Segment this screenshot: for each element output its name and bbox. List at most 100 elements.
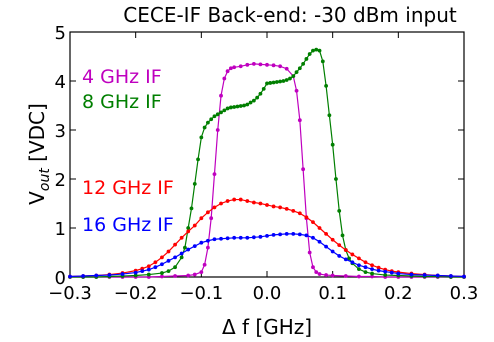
x-tick-label: −0.2 [114, 283, 158, 304]
data-point [238, 104, 243, 108]
data-point [199, 270, 204, 274]
data-point [245, 235, 250, 240]
data-point [343, 257, 348, 262]
data-point [271, 63, 276, 68]
data-point [307, 52, 312, 56]
data-point [160, 255, 164, 260]
data-point [330, 249, 335, 254]
data-point [206, 245, 210, 250]
data-point [294, 88, 299, 93]
data-point [265, 233, 269, 238]
data-point [179, 251, 184, 256]
data-point [173, 274, 177, 278]
data-point [228, 66, 233, 71]
data-point [284, 66, 289, 71]
data-point [284, 206, 289, 211]
legend-label-4ghz: 4 GHz IF [82, 66, 162, 88]
series-line [69, 233, 465, 278]
x-tick-label: 0.2 [384, 283, 413, 304]
data-point [222, 76, 227, 81]
data-point [206, 210, 210, 215]
data-point [215, 112, 220, 117]
data-point [166, 249, 171, 254]
data-point [261, 86, 266, 91]
data-point [238, 197, 243, 202]
data-point [212, 172, 217, 177]
data-point [248, 100, 253, 105]
data-point [173, 242, 177, 247]
data-point [192, 272, 197, 277]
data-point [206, 120, 210, 125]
data-point [192, 244, 197, 249]
data-point [245, 199, 250, 203]
series-1 [68, 47, 466, 279]
data-point [212, 205, 217, 210]
data-point [173, 255, 177, 260]
series-line [69, 198, 465, 278]
data-point [199, 135, 204, 140]
data-point [291, 208, 296, 213]
data-point [350, 260, 355, 265]
data-point [199, 216, 204, 221]
data-point [242, 103, 246, 108]
y-axis-label-main: V [25, 191, 49, 205]
data-point [396, 271, 401, 276]
data-point [297, 211, 302, 216]
y-axis-label: Vout [VDC] [25, 103, 53, 205]
data-point [68, 274, 72, 279]
data-point [343, 274, 348, 278]
x-axis-label: Δ f [GHz] [222, 315, 312, 339]
data-point [357, 263, 361, 268]
y-axis-label-suffix: [VDC] [25, 103, 49, 168]
data-point [383, 273, 388, 277]
data-point [422, 273, 427, 277]
data-point [265, 62, 269, 67]
y-tick-label: 3 [55, 121, 66, 142]
data-point [301, 61, 306, 66]
data-point [251, 61, 256, 66]
data-point [202, 262, 207, 267]
data-point [324, 231, 328, 236]
data-point [317, 272, 322, 276]
data-point [370, 267, 374, 272]
data-point [209, 117, 214, 122]
data-point [258, 91, 263, 96]
data-point [146, 264, 151, 269]
data-point [81, 274, 86, 278]
data-point [196, 157, 200, 162]
data-point [301, 167, 306, 172]
data-point [146, 267, 151, 272]
data-point [222, 108, 227, 113]
data-point [324, 244, 328, 249]
data-point [258, 62, 263, 67]
data-point [232, 197, 237, 202]
data-point [278, 232, 283, 237]
data-point [179, 255, 184, 260]
data-point [206, 238, 210, 243]
data-point [228, 105, 233, 110]
data-point [389, 270, 394, 275]
y-tick-label: 1 [55, 219, 66, 240]
data-point [357, 274, 361, 279]
data-point [343, 248, 348, 252]
data-point [120, 272, 125, 276]
y-tick-label: 4 [55, 72, 66, 93]
data-point [265, 203, 269, 207]
data-point [219, 110, 223, 115]
data-point [192, 223, 197, 228]
data-point [311, 48, 315, 53]
series-lines [68, 47, 466, 279]
data-point [291, 74, 296, 78]
data-point [288, 76, 292, 81]
data-point [409, 272, 414, 277]
data-point [363, 265, 368, 270]
data-point [192, 182, 197, 186]
y-tick-label: 5 [55, 23, 66, 44]
data-point [311, 220, 315, 225]
data-point [297, 118, 302, 123]
data-point [307, 250, 312, 255]
data-point [363, 270, 368, 274]
data-point [462, 274, 466, 279]
data-point [189, 206, 194, 211]
data-point [219, 236, 223, 241]
